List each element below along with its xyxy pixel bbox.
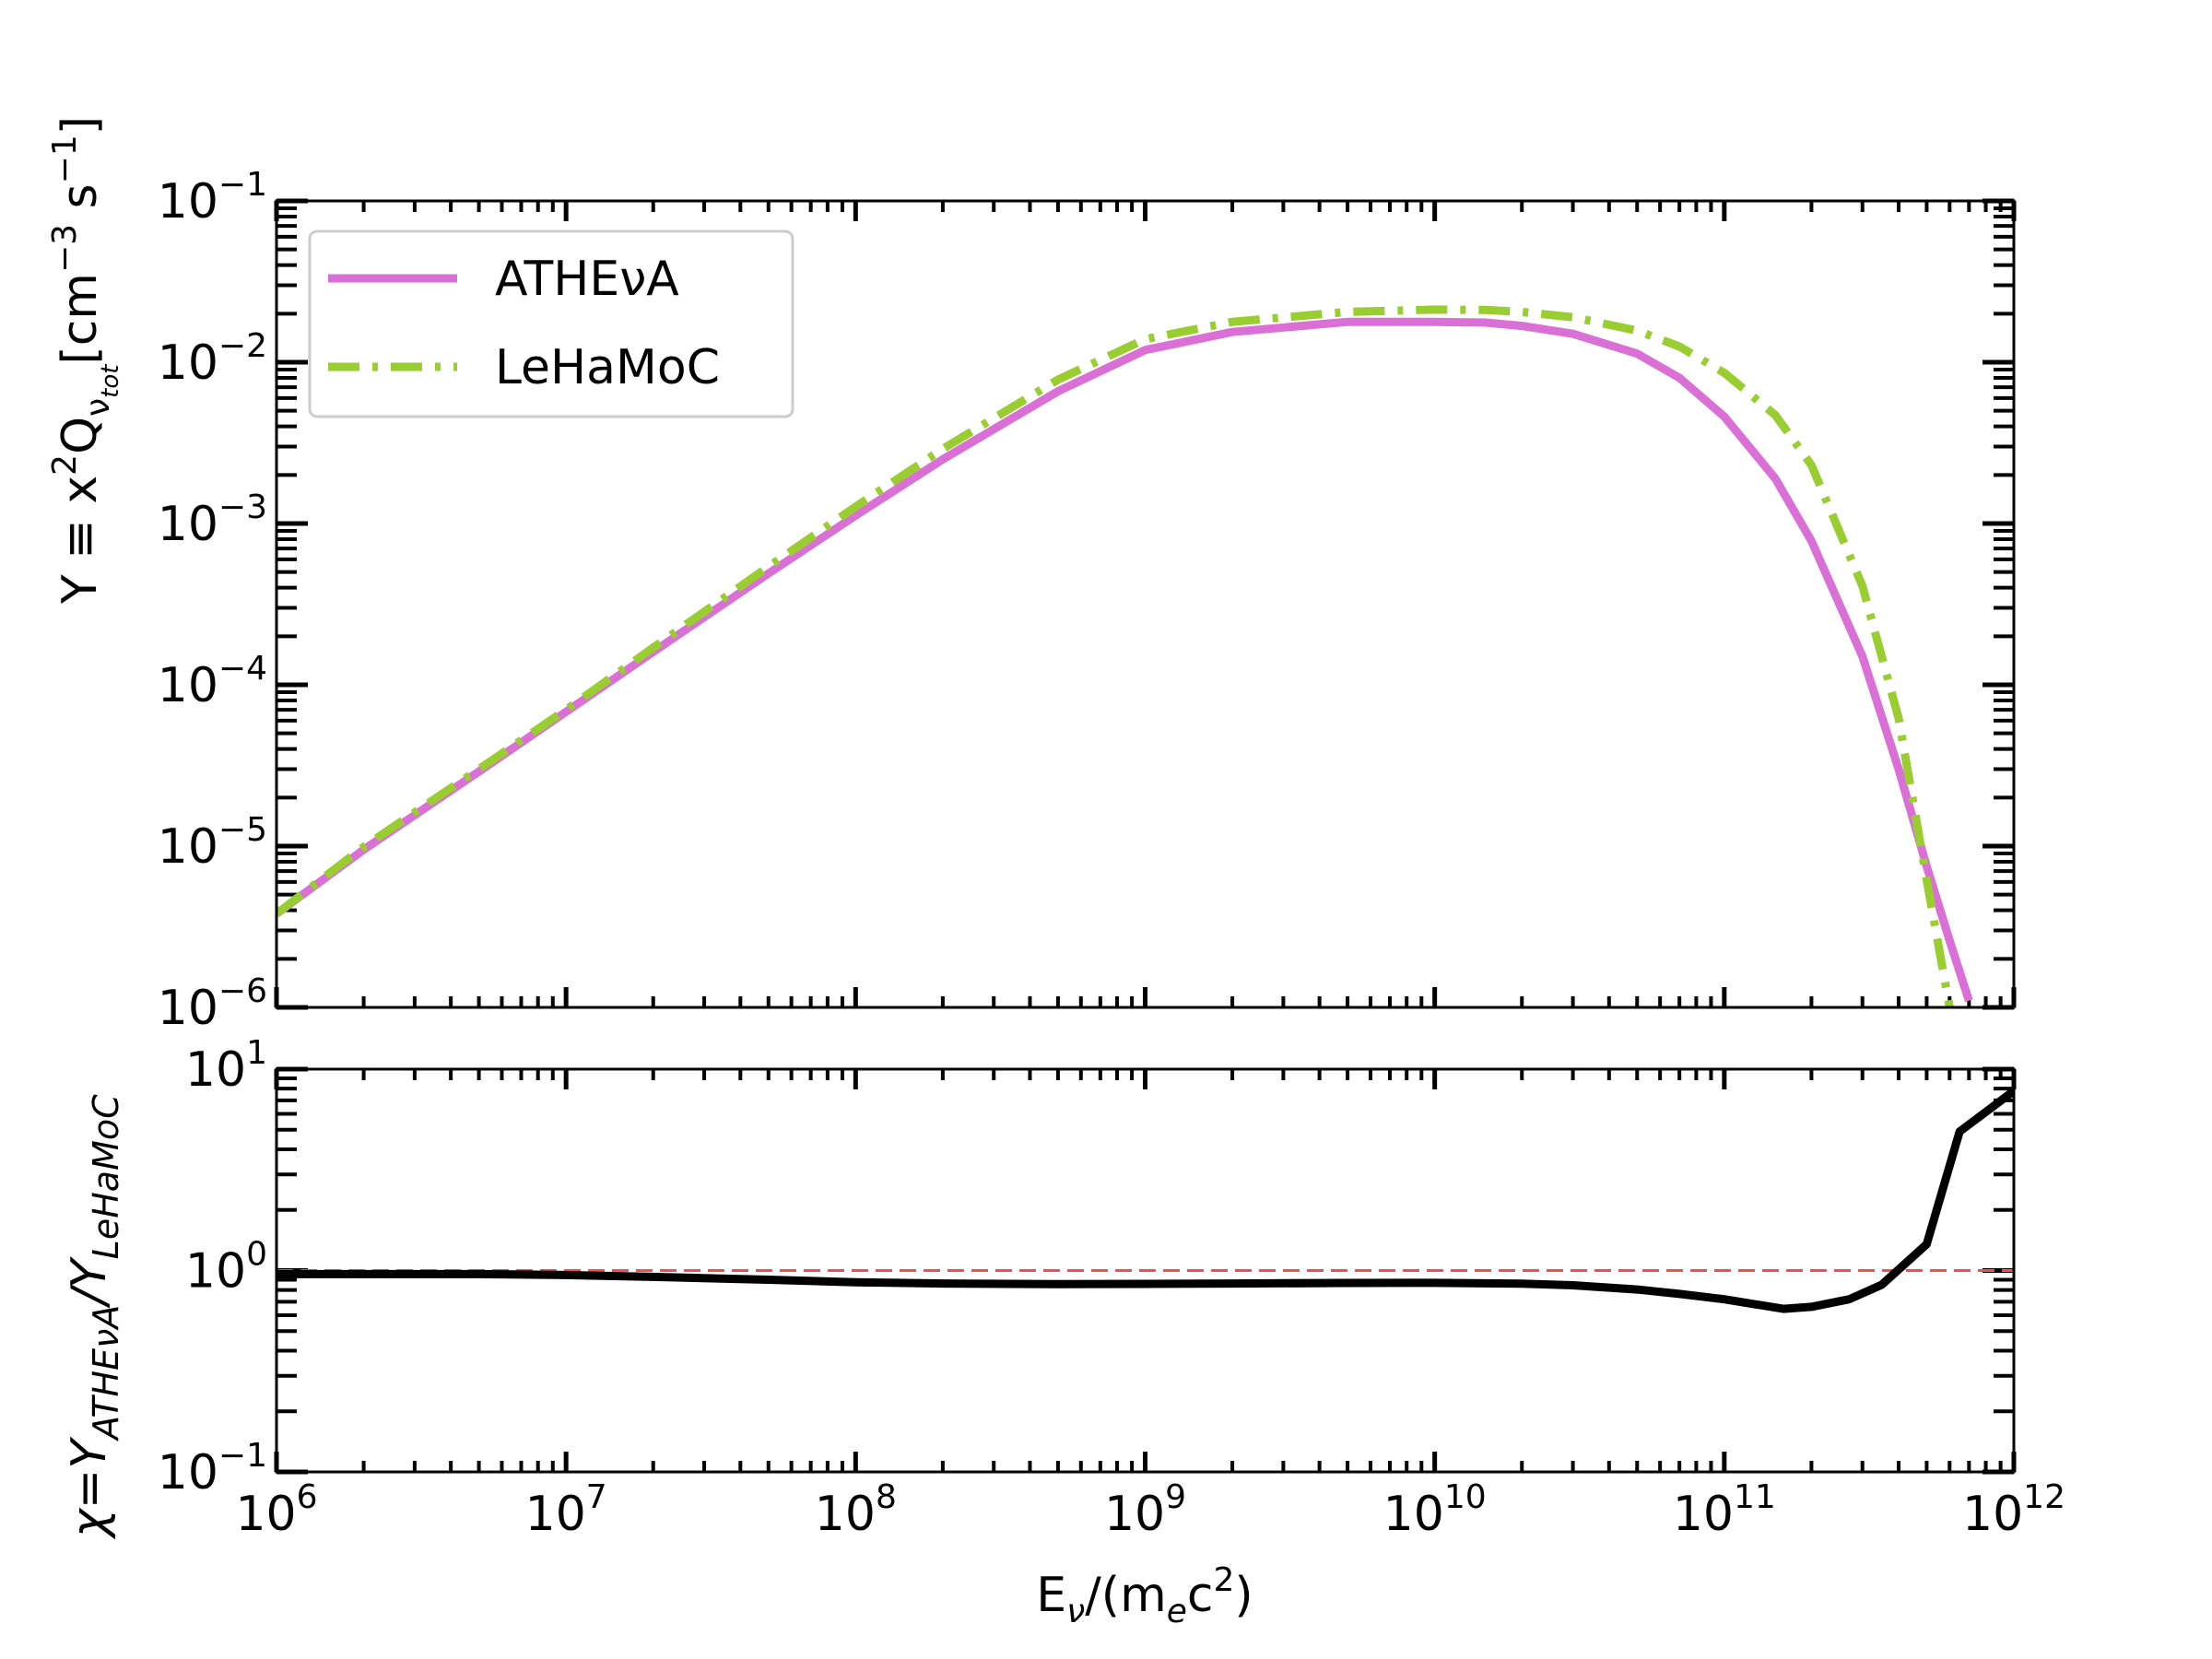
top-panel: 10−110−210−310−410−510−6 ATHEνA LeHaMoC … xyxy=(46,116,2017,1036)
top-ytick-label: 10−1 xyxy=(158,166,267,229)
top-ytick-label: 10−2 xyxy=(158,327,267,391)
bottom-panel-ytick-labels: 101 100 10−1 xyxy=(158,1034,267,1500)
top-panel-ytick-labels: 10−1 10−2 10−3 10−4 10−5 10−6 xyxy=(158,166,267,1036)
top-panel-series xyxy=(276,305,1973,1007)
legend-label-lehamoc: LeHaMoC xyxy=(495,340,720,395)
bottom-panel-frame xyxy=(275,1067,2016,1474)
top-ytick-label: 10−6 xyxy=(158,972,267,1036)
x-tick-label: 109 xyxy=(1104,1478,1186,1542)
x-tick-label: 106 xyxy=(235,1478,317,1542)
top-y-axis-label: Y ≡ x2Qνtot[cm−3 s−1] xyxy=(46,116,124,605)
top-ytick-label: 10−5 xyxy=(158,811,267,875)
bottom-panel-series xyxy=(276,1087,2014,1313)
bottom-ytick-label: 100 xyxy=(185,1236,267,1300)
legend-label-athena: ATHEνA xyxy=(495,252,679,307)
bottom-panel: 101 100 10−1 106 107 108 109 1010 1011 1012 χ=YA… xyxy=(62,1034,2065,1630)
x-axis-label: Eν/(mec2) xyxy=(1036,1561,1253,1630)
x-tick-label: 1011 xyxy=(1673,1478,1776,1542)
bottom-y-axis-label: χ=YATHEνA/YLeHaMoC xyxy=(62,1094,126,1540)
x-tick-label: 107 xyxy=(525,1478,607,1542)
top-ytick-label: 10−4 xyxy=(158,650,267,713)
bottom-ytick-label: 10−1 xyxy=(158,1437,267,1500)
x-tick-label: 108 xyxy=(815,1478,897,1542)
top-panel-frame xyxy=(275,199,2016,1009)
top-series-line-0 xyxy=(276,317,1973,1003)
x-tick-labels: 106 107 108 109 1010 1011 1012 xyxy=(235,1478,2065,1542)
x-tick-label: 1010 xyxy=(1383,1478,1487,1542)
bottom-series-line-0 xyxy=(276,1087,2014,1313)
bottom-ytick-label: 101 xyxy=(185,1034,267,1098)
top-series-line-1 xyxy=(276,305,1954,1007)
top-ytick-label: 10−3 xyxy=(158,488,267,552)
x-tick-label: 1012 xyxy=(1962,1478,2065,1542)
legend: ATHEνA LeHaMoC xyxy=(308,229,794,418)
